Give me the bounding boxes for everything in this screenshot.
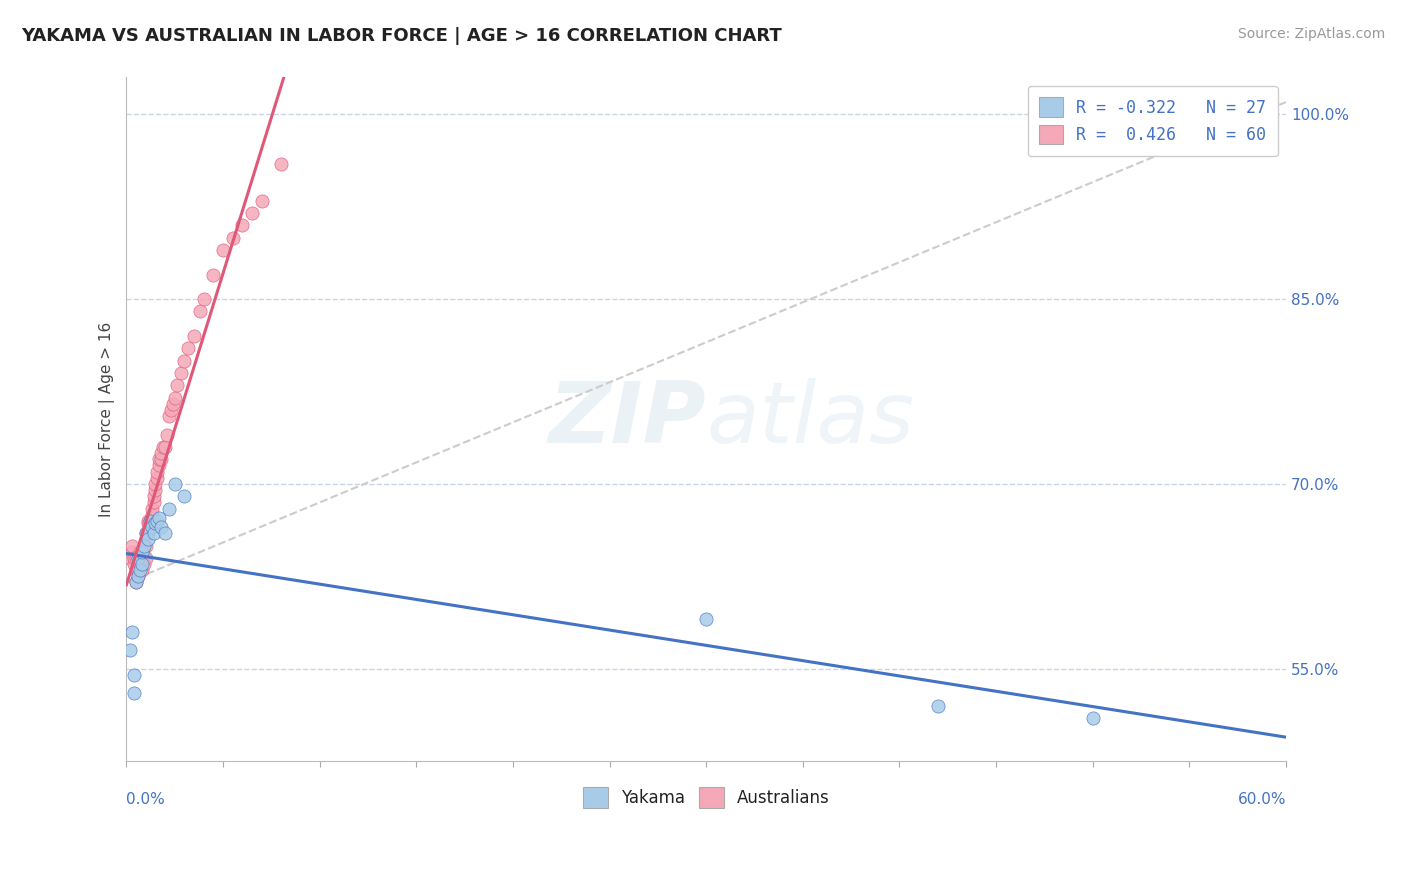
Point bbox=[136, 533, 159, 547]
Point bbox=[136, 526, 159, 541]
Point bbox=[148, 452, 170, 467]
Point bbox=[250, 194, 273, 208]
Point bbox=[121, 624, 143, 639]
Point bbox=[136, 514, 159, 528]
Point bbox=[148, 511, 170, 525]
Text: Source: ZipAtlas.com: Source: ZipAtlas.com bbox=[1237, 27, 1385, 41]
Point bbox=[122, 686, 145, 700]
Point bbox=[127, 569, 149, 583]
Point bbox=[131, 553, 153, 567]
Text: YAKAMA VS AUSTRALIAN IN LABOR FORCE | AGE > 16 CORRELATION CHART: YAKAMA VS AUSTRALIAN IN LABOR FORCE | AG… bbox=[21, 27, 782, 45]
Point bbox=[160, 403, 183, 417]
Point bbox=[129, 563, 152, 577]
Point bbox=[156, 427, 179, 442]
Point bbox=[145, 516, 167, 531]
Point bbox=[222, 230, 245, 244]
Point bbox=[141, 501, 163, 516]
Point bbox=[142, 495, 165, 509]
Point bbox=[153, 440, 176, 454]
Point bbox=[135, 526, 157, 541]
Point bbox=[132, 557, 155, 571]
Point bbox=[125, 563, 148, 577]
Point bbox=[127, 550, 149, 565]
Point bbox=[131, 544, 153, 558]
Point bbox=[173, 353, 195, 368]
Point bbox=[148, 458, 170, 473]
Text: atlas: atlas bbox=[706, 377, 914, 461]
Point bbox=[202, 268, 225, 282]
Point bbox=[231, 219, 253, 233]
Point bbox=[163, 391, 186, 405]
Point bbox=[166, 378, 188, 392]
Point bbox=[125, 575, 148, 590]
Point bbox=[129, 544, 152, 558]
Point bbox=[131, 557, 153, 571]
Point bbox=[136, 516, 159, 531]
Point bbox=[127, 550, 149, 565]
Point bbox=[695, 612, 717, 626]
Point bbox=[132, 550, 155, 565]
Point bbox=[145, 483, 167, 497]
Point bbox=[169, 366, 191, 380]
Point bbox=[212, 243, 235, 257]
Point bbox=[153, 526, 176, 541]
Point bbox=[125, 575, 148, 590]
Point bbox=[150, 520, 173, 534]
Text: ZIP: ZIP bbox=[548, 377, 706, 461]
Point bbox=[122, 550, 145, 565]
Point bbox=[146, 465, 169, 479]
Point bbox=[927, 698, 949, 713]
Point bbox=[270, 156, 292, 170]
Y-axis label: In Labor Force | Age > 16: In Labor Force | Age > 16 bbox=[100, 322, 115, 516]
Point bbox=[1081, 711, 1104, 725]
Point bbox=[138, 520, 160, 534]
Point bbox=[122, 668, 145, 682]
Point bbox=[131, 563, 153, 577]
Point bbox=[146, 471, 169, 485]
Point bbox=[188, 304, 211, 318]
Point bbox=[121, 539, 143, 553]
Point bbox=[131, 544, 153, 558]
Point bbox=[157, 501, 180, 516]
Point bbox=[135, 550, 157, 565]
Point bbox=[127, 563, 149, 577]
Point bbox=[193, 292, 215, 306]
Point bbox=[240, 206, 263, 220]
Point bbox=[150, 452, 173, 467]
Point bbox=[120, 643, 142, 657]
Point bbox=[132, 539, 155, 553]
Point bbox=[135, 526, 157, 541]
Legend: Yakama, Australians: Yakama, Australians bbox=[576, 780, 837, 814]
Point bbox=[129, 557, 152, 571]
Point bbox=[183, 329, 205, 343]
Point bbox=[163, 477, 186, 491]
Point bbox=[125, 550, 148, 565]
Point bbox=[177, 342, 200, 356]
Point bbox=[146, 514, 169, 528]
Point bbox=[121, 544, 143, 558]
Point bbox=[138, 514, 160, 528]
Point bbox=[141, 520, 163, 534]
Point bbox=[129, 550, 152, 565]
Point bbox=[173, 489, 195, 503]
Point bbox=[150, 446, 173, 460]
Point bbox=[138, 514, 160, 528]
Point bbox=[152, 440, 174, 454]
Point bbox=[157, 409, 180, 424]
Point bbox=[120, 550, 142, 565]
Text: 60.0%: 60.0% bbox=[1237, 791, 1286, 806]
Point bbox=[135, 539, 157, 553]
Point bbox=[142, 526, 165, 541]
Point bbox=[145, 477, 167, 491]
Point bbox=[127, 569, 149, 583]
Point bbox=[162, 397, 184, 411]
Point bbox=[142, 489, 165, 503]
Point bbox=[122, 557, 145, 571]
Text: 0.0%: 0.0% bbox=[127, 791, 166, 806]
Point bbox=[141, 508, 163, 522]
